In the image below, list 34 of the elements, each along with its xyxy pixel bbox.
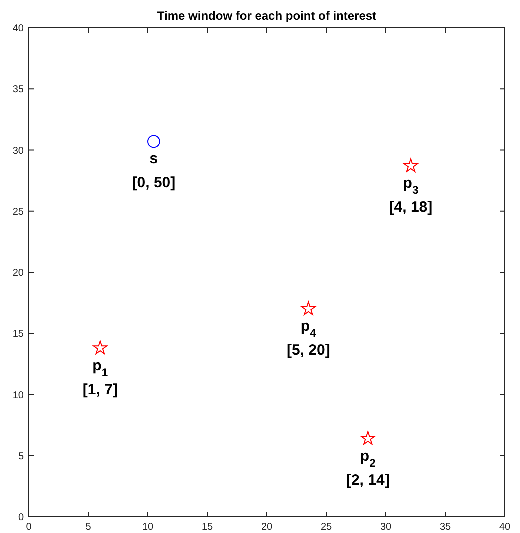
point (148, 135, 160, 148)
x-tick-label: 35 (440, 522, 452, 533)
annotation: [5, 20] (286, 342, 330, 360)
annotation: [4, 18] (389, 199, 433, 216)
y-tick-label: 25 (12, 206, 24, 218)
chart-title: Time window for each point of interest (157, 9, 377, 23)
y-tick-label: 35 (12, 84, 24, 96)
annotation: p$_{2}$ (360, 448, 376, 470)
annotation: s (150, 150, 158, 168)
point (360, 431, 376, 445)
x-tick-label: 0 (26, 522, 32, 533)
x-tick-label: 15 (202, 522, 214, 533)
x-tick-label: 40 (499, 522, 511, 533)
y-tick-label: 10 (12, 390, 24, 402)
y-tick-label: 5 (18, 451, 24, 462)
annotation: [0, 50] (132, 174, 176, 192)
annotation: p$_{1}$ (92, 357, 108, 380)
point (93, 340, 108, 354)
y-tick-label: 20 (12, 268, 24, 279)
x-tick-label: 5 (86, 522, 92, 533)
y-tick-label: 15 (12, 329, 24, 340)
annotation: p$_{3}$ (403, 175, 419, 198)
point (301, 302, 316, 316)
x-tick-label: 30 (380, 522, 392, 533)
y-tick-label: 30 (12, 146, 24, 157)
annotation: [2, 14] (346, 472, 390, 489)
point (404, 158, 418, 172)
x-tick-label: 25 (320, 522, 332, 533)
annotation: [1, 7] (82, 381, 118, 398)
y-tick-label: 40 (12, 24, 24, 34)
x-tick-label: 20 (261, 522, 273, 533)
y-tick-label: 0 (18, 512, 24, 524)
annotation: p$_{4}$ (300, 318, 318, 340)
x-tick-label: 10 (142, 522, 154, 533)
